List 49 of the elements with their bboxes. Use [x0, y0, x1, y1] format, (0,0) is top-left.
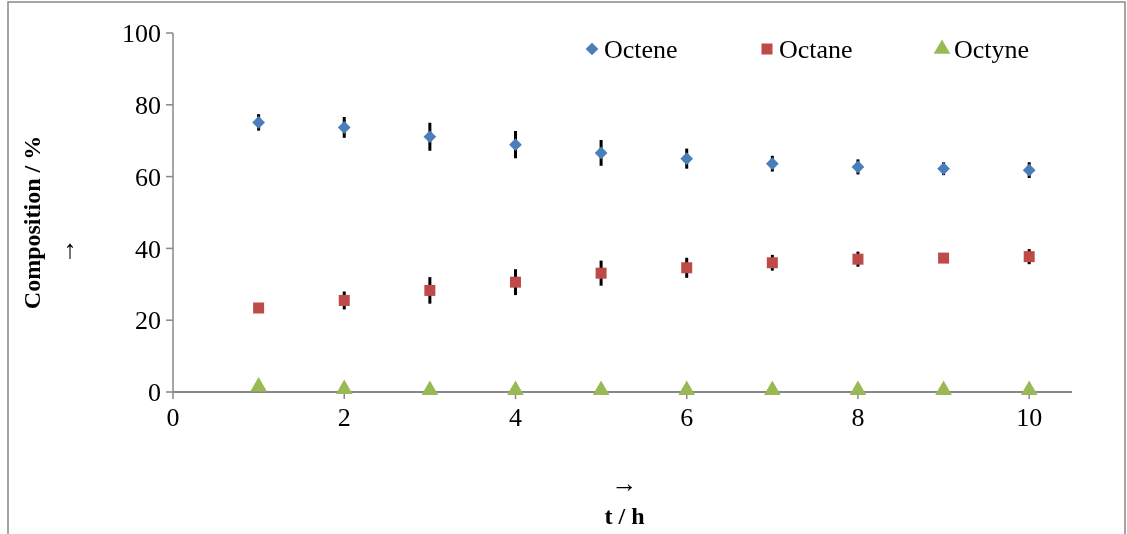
point: [937, 162, 950, 176]
point: [253, 302, 265, 314]
point: [1023, 251, 1035, 263]
point: [509, 276, 521, 288]
y-tick-label: 0: [148, 378, 161, 408]
y-tick-label: 20: [135, 306, 161, 336]
x-axis-title: t / h: [604, 503, 645, 529]
point: [1022, 163, 1036, 177]
x-tick-label: 6: [680, 403, 694, 432]
point: [421, 380, 439, 396]
legend-label: Octyne: [954, 35, 1030, 65]
x-tick-label: 10: [1016, 403, 1043, 432]
point: [849, 380, 867, 396]
point: [681, 262, 693, 274]
y-tick-label: 100: [122, 19, 161, 49]
point: [507, 380, 524, 396]
point: [678, 380, 696, 396]
y-tick-label: 40: [135, 234, 161, 264]
point: [595, 267, 607, 279]
point: [680, 152, 694, 166]
point: [1020, 380, 1038, 396]
y-axis-title: Composition / %: [19, 135, 45, 310]
point: [423, 130, 437, 144]
legend-label: Octene: [604, 35, 678, 65]
point: [764, 380, 781, 396]
point: [938, 252, 950, 264]
point: [766, 257, 778, 269]
point: [851, 160, 865, 174]
y-tick-label: 60: [135, 162, 161, 192]
point: [765, 157, 779, 171]
point: [338, 294, 350, 306]
point: [935, 380, 952, 396]
y-tick-label: 80: [135, 90, 161, 120]
point: [335, 379, 353, 394]
point: [424, 284, 436, 296]
x-tick-label: 8: [851, 403, 865, 432]
legend-label: Octane: [779, 35, 853, 65]
x-tick-label: 4: [508, 403, 522, 432]
point: [337, 121, 351, 134]
point: [252, 116, 265, 129]
text: →: [611, 469, 638, 498]
point: [852, 253, 864, 265]
x-tick-label: 2: [337, 403, 351, 432]
point: [594, 146, 608, 160]
point: [592, 380, 610, 396]
point: [250, 377, 267, 392]
x-tick-label: 0: [166, 403, 180, 432]
text: ↑: [63, 235, 77, 264]
point: [509, 138, 522, 152]
